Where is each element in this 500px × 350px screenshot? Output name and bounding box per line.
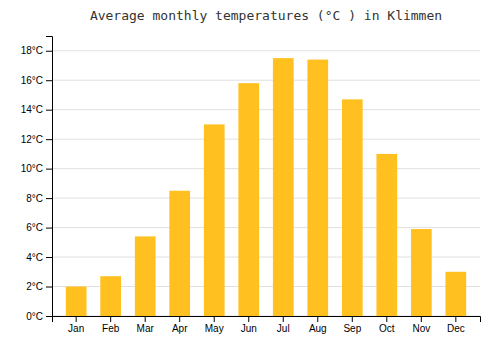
y-tick-mark (46, 287, 52, 288)
y-tick-mark (46, 198, 52, 199)
y-tick: 18°C (21, 45, 52, 56)
bar (445, 272, 466, 316)
bar (273, 58, 294, 316)
x-tick-mark (283, 316, 284, 322)
y-tick-label: 18°C (21, 45, 43, 56)
x-tick-mark (214, 316, 215, 322)
y-tick-label: 2°C (26, 281, 43, 292)
bar (204, 124, 225, 316)
x-tick-mark (317, 316, 318, 322)
chart: 0°C 2°C 4°C 6°C 8°C 10°C 12°C 14°C 16°C 18°C Jan Fe… (0, 0, 500, 350)
y-tick: 10°C (21, 163, 52, 174)
x-tick-mark (455, 316, 456, 322)
grid (52, 51, 480, 316)
x-tick: Oct (379, 316, 395, 334)
x-tick-mark (421, 316, 422, 322)
x-tick-mark (248, 316, 249, 322)
y-tick: 6°C (26, 222, 52, 233)
bar (307, 60, 328, 316)
y-tick: 4°C (26, 252, 52, 263)
y-tick-label: 0°C (26, 311, 43, 322)
grid-line (52, 109, 480, 110)
y-tick-mark (46, 110, 52, 111)
x-tick-label: Jul (277, 323, 290, 334)
y-tick-label: 6°C (26, 222, 43, 233)
y-tick: 12°C (21, 134, 52, 145)
bar (376, 154, 397, 316)
y-tick-mark (46, 51, 52, 52)
y-tick-mark (46, 316, 52, 317)
y-tick: 0°C (26, 311, 52, 322)
y-tick-mark (46, 139, 52, 140)
x-tick-label: Feb (102, 323, 120, 334)
x-axis: Jan Feb Mar Apr May Jun Jul Aug Sep Oct Nov Dec (53, 316, 481, 334)
y-tick-mark (46, 228, 52, 229)
y-tick-label: 16°C (21, 75, 43, 86)
bar (66, 287, 87, 316)
grid-line (52, 139, 480, 140)
x-tick-label: Apr (172, 323, 188, 334)
x-tick: Apr (172, 316, 188, 334)
y-tick-mark (46, 80, 52, 81)
y-tick: 14°C (21, 104, 52, 115)
y-tick-label: 12°C (21, 134, 43, 145)
y-tick-label: 14°C (21, 104, 43, 115)
x-axis-line (53, 317, 481, 323)
bar (238, 83, 259, 316)
grid-line (52, 80, 480, 81)
x-tick-mark (352, 316, 353, 322)
x-tick-mark (386, 316, 387, 322)
y-axis-line (46, 37, 53, 317)
x-tick-label: Mar (137, 323, 155, 334)
x-tick: Jul (277, 316, 290, 334)
x-tick-label: Sep (343, 323, 361, 334)
x-tick-mark (145, 316, 146, 322)
grid-line (52, 198, 480, 199)
y-tick-label: 10°C (21, 163, 43, 174)
y-tick-label: 8°C (26, 193, 43, 204)
x-tick: Aug (309, 316, 327, 334)
bar (411, 229, 432, 316)
bar (342, 99, 363, 316)
x-tick: Jan (68, 316, 84, 334)
x-tick-label: Jan (68, 323, 84, 334)
x-tick: Dec (447, 316, 465, 334)
plot: 0°C 2°C 4°C 6°C 8°C 10°C 12°C 14°C 16°C 18°C Jan Fe… (21, 37, 481, 335)
bar (169, 191, 190, 316)
bar (100, 276, 121, 316)
x-tick-label: Dec (447, 323, 465, 334)
x-tick: Mar (137, 316, 155, 334)
x-tick-label: Aug (309, 323, 327, 334)
y-tick-mark (46, 257, 52, 258)
grid-line (52, 227, 480, 228)
x-tick-label: Nov (412, 323, 430, 334)
x-tick-label: May (205, 323, 224, 334)
x-tick-label: Jun (241, 323, 257, 334)
title: Average monthly temperatures (°C ) in Kl… (90, 8, 442, 23)
bars (66, 58, 466, 316)
x-tick-mark (76, 316, 77, 322)
y-axis: 0°C 2°C 4°C 6°C 8°C 10°C 12°C 14°C 16°C 18°C (21, 37, 53, 322)
x-tick: Feb (102, 316, 120, 334)
x-tick: Sep (343, 316, 361, 334)
grid-line (52, 50, 480, 51)
x-tick-mark (179, 316, 180, 322)
y-tick-label: 4°C (26, 252, 43, 263)
y-tick: 16°C (21, 75, 52, 86)
x-tick-label: Oct (379, 323, 395, 334)
bar (135, 236, 156, 316)
x-tick: May (205, 316, 224, 334)
x-tick: Jun (241, 316, 257, 334)
y-tick-mark (46, 169, 52, 170)
y-tick: 8°C (26, 193, 52, 204)
grid-line (52, 168, 480, 169)
x-tick: Nov (412, 316, 430, 334)
x-tick-mark (110, 316, 111, 322)
y-tick: 2°C (26, 281, 52, 292)
